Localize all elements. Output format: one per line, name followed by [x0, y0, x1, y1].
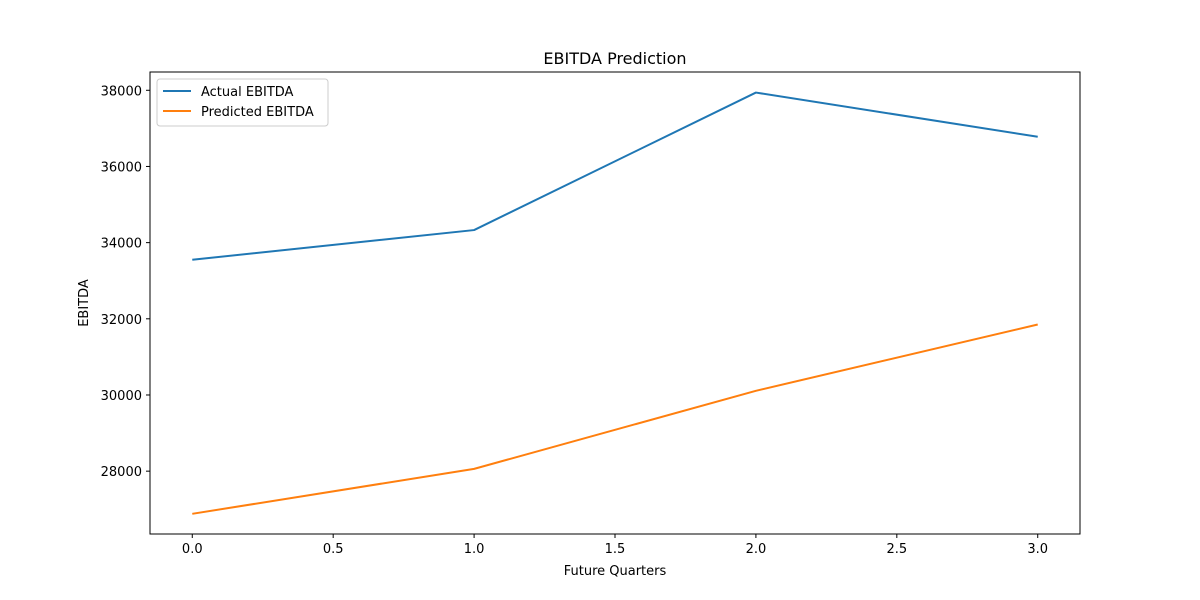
- chart-title: EBITDA Prediction: [543, 49, 686, 68]
- series-layer: [192, 91, 1038, 515]
- legend-box: [156, 78, 329, 127]
- legend: Actual EBITDA Predicted EBITDA: [156, 78, 329, 127]
- y-tick-label: 34000: [101, 237, 142, 252]
- x-tick-label: 0.5: [323, 542, 344, 557]
- legend-label-predicted: Predicted EBITDA: [201, 105, 314, 120]
- series-line-predicted-ebitda: [192, 323, 1038, 515]
- x-tick-label: 1.0: [464, 542, 485, 557]
- x-tick-label: 2.0: [746, 542, 767, 557]
- y-axis: 28000 30000 32000 34000 36000 38000: [101, 84, 150, 480]
- y-tick-label: 28000: [101, 465, 142, 480]
- y-tick-label: 36000: [101, 160, 142, 175]
- legend-label-actual: Actual EBITDA: [201, 85, 294, 100]
- x-tick-label: 1.5: [605, 542, 626, 557]
- x-tick-label: 3.0: [1027, 542, 1048, 557]
- x-tick-label: 2.5: [886, 542, 907, 557]
- series-line-actual-ebitda: [192, 91, 1038, 261]
- x-axis: 0.0 0.5 1.0 1.5 2.0 2.5 3.0: [182, 534, 1048, 557]
- y-tick-label: 32000: [101, 313, 142, 328]
- y-tick-label: 30000: [101, 389, 142, 404]
- y-tick-label: 38000: [101, 84, 142, 99]
- x-axis-label: Future Quarters: [564, 564, 667, 579]
- y-axis-label: EBITDA: [77, 279, 92, 327]
- x-tick-label: 0.0: [182, 542, 203, 557]
